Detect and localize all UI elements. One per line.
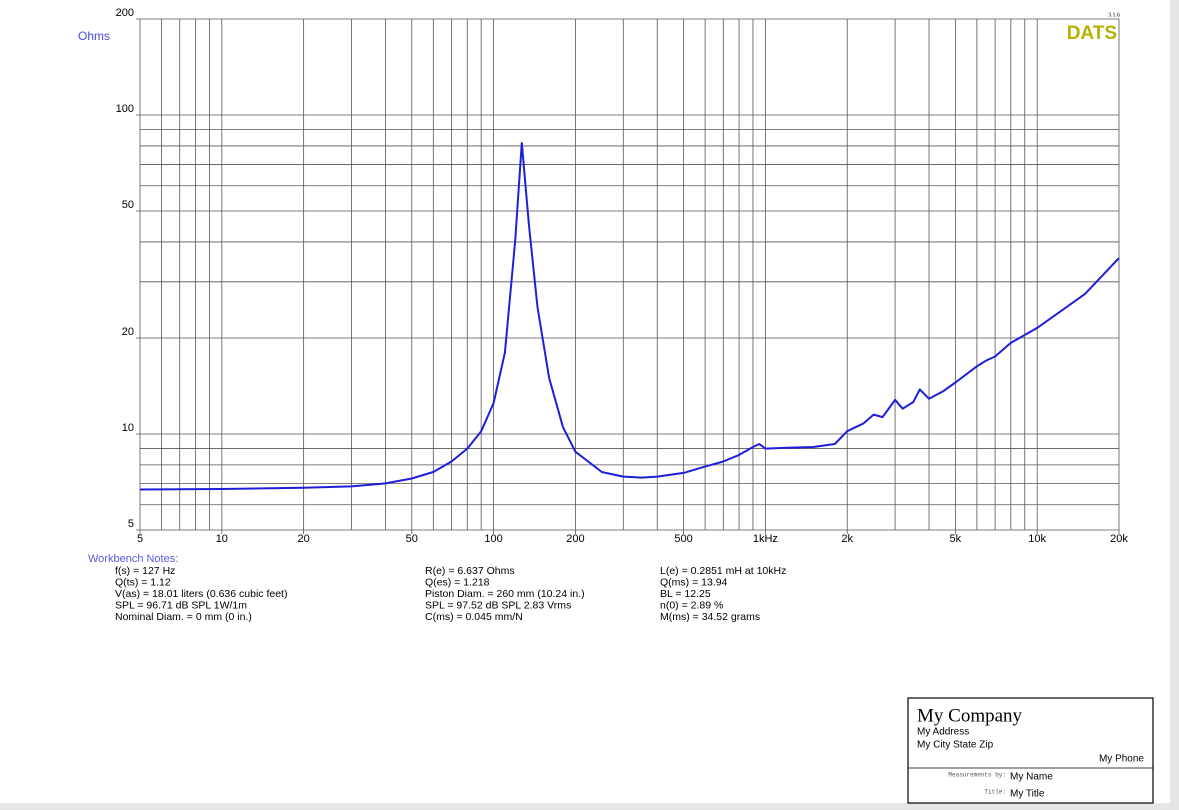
page-edge: [1170, 0, 1179, 810]
logo: DATS: [1067, 23, 1117, 44]
x-tick-label: 10: [216, 533, 228, 545]
y-tick-label: 10: [122, 422, 134, 434]
y-tick-label: 50: [122, 199, 134, 211]
title-label: Title:: [984, 789, 1006, 796]
note-line: R(e) = 6.637 Ohms: [425, 565, 515, 577]
note-line: SPL = 97.52 dB SPL 2.83 Vrms: [425, 599, 571, 611]
x-tick-label: 5k: [950, 533, 962, 545]
x-tick-label: 100: [484, 533, 502, 545]
x-tick-label: 500: [674, 533, 692, 545]
y-tick-label: 200: [116, 7, 134, 19]
y-tick-label: 20: [122, 326, 134, 338]
city: My City State Zip: [917, 740, 994, 751]
x-tick-label: 1kHz: [753, 533, 778, 545]
y-axis-label: Ohms: [78, 29, 110, 43]
title-block: [907, 697, 1154, 804]
company: My Company: [917, 705, 1023, 726]
note-line: L(e) = 0.2851 mH at 10kHz: [660, 565, 786, 577]
x-tick-label: 20: [298, 533, 310, 545]
note-line: SPL = 96.71 dB SPL 1W/1m: [115, 599, 247, 611]
note-line: C(ms) = 0.045 mm/N: [425, 611, 523, 623]
note-line: M(ms) = 34.52 grams: [660, 611, 760, 623]
note-line: Nominal Diam. = 0 mm (0 in.): [115, 611, 252, 623]
note-line: n(0) = 2.89 %: [660, 599, 723, 611]
note-line: f(s) = 127 Hz: [115, 565, 175, 577]
note-line: Q(es) = 1.218: [425, 576, 490, 588]
measured-by: My Name: [1010, 772, 1053, 783]
x-tick-label: 50: [406, 533, 418, 545]
note-line: Piston Diam. = 260 mm (10.24 in.): [425, 588, 585, 600]
note-line: BL = 12.25: [660, 588, 711, 600]
x-tick-label: 5: [137, 533, 143, 545]
address: My Address: [917, 727, 969, 738]
version: 3.1.6: [1108, 12, 1120, 18]
x-tick-label: 10k: [1028, 533, 1046, 545]
page-edge: [0, 803, 1179, 810]
x-tick-label: 20k: [1110, 533, 1128, 545]
phone: My Phone: [1099, 754, 1144, 765]
impedance-curve: [139, 142, 1120, 491]
y-tick-label: 100: [116, 103, 134, 115]
x-tick-label: 200: [566, 533, 584, 545]
measured-by-label: Measurements by:: [948, 772, 1006, 779]
y-tick-label: 5: [128, 518, 134, 530]
title: My Title: [1010, 789, 1045, 800]
note-line: Q(ms) = 13.94: [660, 576, 728, 588]
x-tick-label: 2k: [841, 533, 853, 545]
note-line: Q(ts) = 1.12: [115, 576, 171, 588]
note-line: V(as) = 18.01 liters (0.636 cubic feet): [115, 588, 287, 600]
notes-title: Workbench Notes:: [88, 553, 178, 565]
